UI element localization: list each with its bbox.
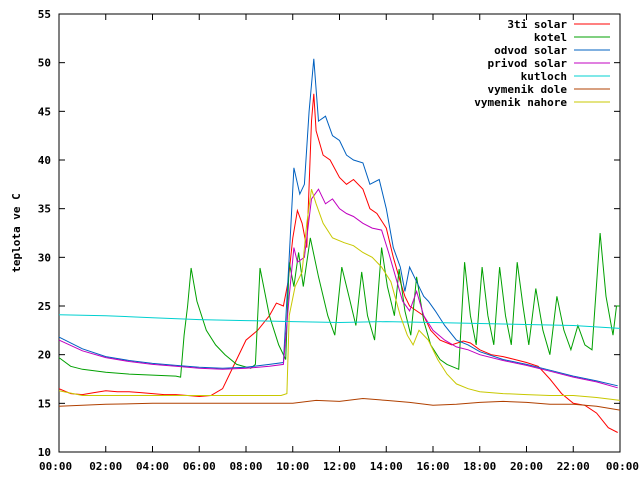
series-line-kutloch xyxy=(58,314,621,329)
legend-label: privod solar xyxy=(488,57,568,70)
series-line-vymenik-nahore xyxy=(58,189,621,401)
legend-label: odvod solar xyxy=(494,44,567,57)
legend-label: kutloch xyxy=(521,70,567,83)
x-tick-label: 04:00 xyxy=(136,460,169,473)
y-axis: 10 15 20 25 30 35 40 45 50 55 xyxy=(38,8,620,459)
x-tick-label: 20:00 xyxy=(510,460,543,473)
y-tick-label: 15 xyxy=(38,397,51,410)
y-tick-label: 50 xyxy=(38,57,51,70)
legend-label: 3ti solar xyxy=(507,18,567,31)
y-axis-label: teplota ve C xyxy=(10,193,23,272)
y-tick-label: 45 xyxy=(38,105,51,118)
series-line-vymenik-dole xyxy=(58,397,621,411)
x-tick-label: 12:00 xyxy=(323,460,356,473)
x-tick-label: 10:00 xyxy=(276,460,309,473)
series-lines xyxy=(58,58,621,433)
legend-label: vymenik dole xyxy=(488,83,568,96)
legend-label: vymenik nahore xyxy=(474,96,567,109)
legend-label: kotel xyxy=(534,31,567,44)
y-tick-label: 25 xyxy=(38,300,51,313)
series-line-odvod-solar xyxy=(58,58,618,387)
series-line-3ti-solar xyxy=(58,93,618,433)
x-tick-label: 14:00 xyxy=(370,460,403,473)
x-tick-label: 22:00 xyxy=(557,460,590,473)
x-tick-label: 18:00 xyxy=(463,460,496,473)
x-tick-label: 08:00 xyxy=(229,460,262,473)
y-tick-label: 35 xyxy=(38,203,51,216)
series-line-privod-solar xyxy=(58,188,618,389)
x-tick-label: 00:00 xyxy=(39,460,72,473)
series-line-kotel xyxy=(58,232,620,378)
x-axis: 00:00 02:00 04:00 06:00 08:00 10:00 12:00 14:00… xyxy=(39,14,639,473)
x-tick-label: 00:00 xyxy=(606,460,639,473)
x-tick-label: 06:00 xyxy=(183,460,216,473)
y-tick-label: 55 xyxy=(38,8,51,21)
y-tick-label: 20 xyxy=(38,349,51,362)
x-tick-label: 02:00 xyxy=(89,460,122,473)
y-tick-label: 40 xyxy=(38,154,51,167)
y-tick-label: 30 xyxy=(38,251,51,264)
x-tick-label: 16:00 xyxy=(416,460,449,473)
y-tick-label: 10 xyxy=(38,446,51,459)
